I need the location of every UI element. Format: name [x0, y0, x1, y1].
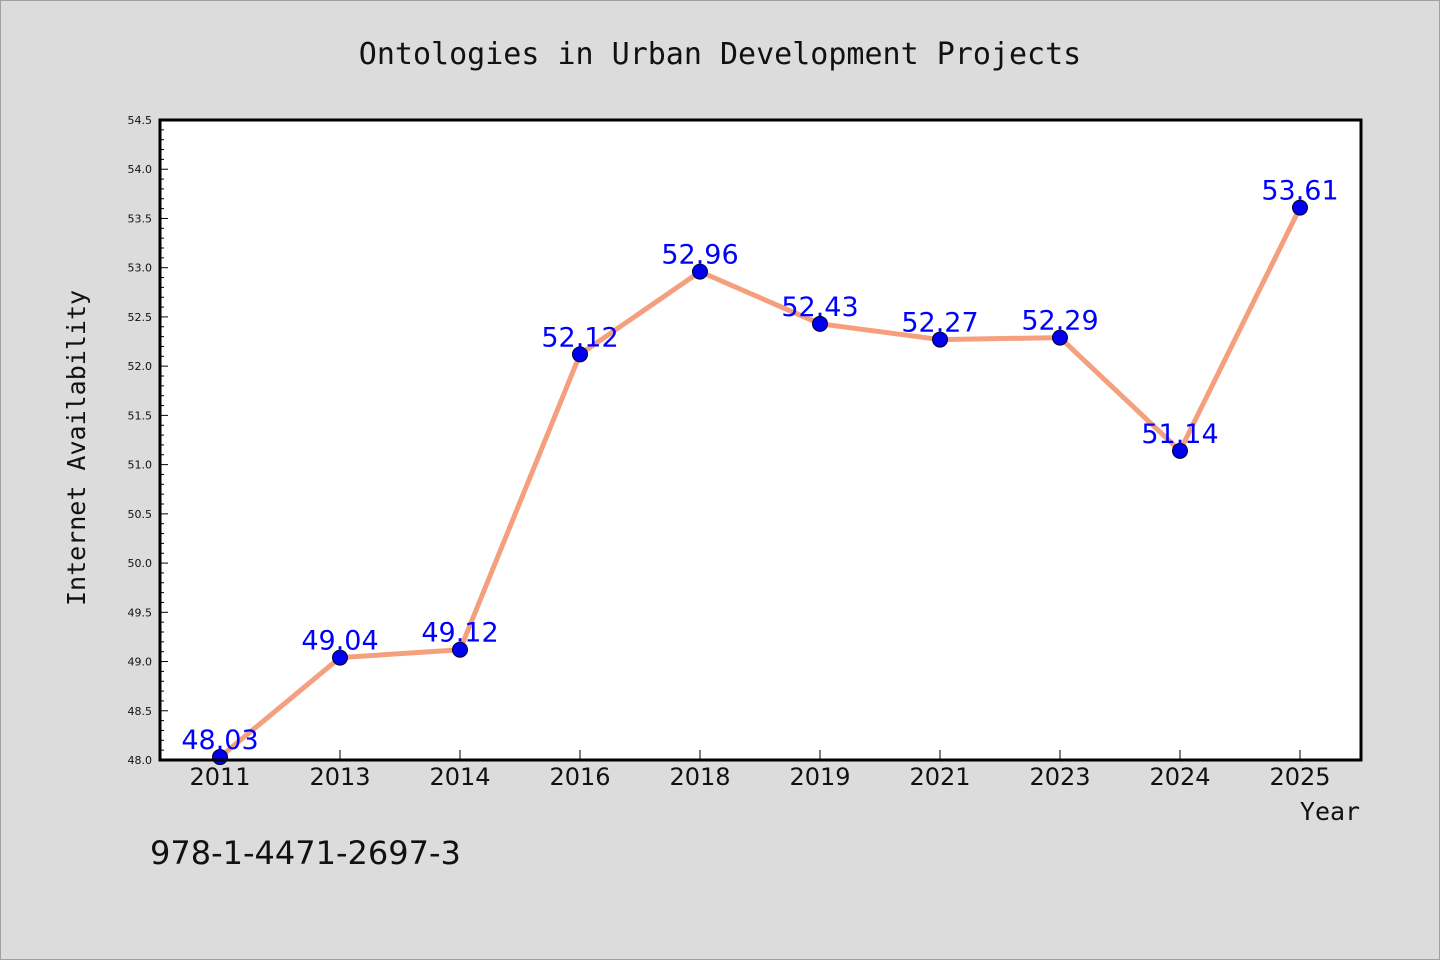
data-label: 52.29 — [1021, 306, 1098, 337]
y-tick-label: 49.0 — [128, 656, 153, 669]
y-axis-title: Internet Availability — [62, 290, 91, 606]
data-labels: 48.03 49.04 49.12 52.12 52.96 52.43 52.27 52.29… — [181, 176, 1338, 756]
x-tick-label: 2023 — [1029, 763, 1090, 791]
data-label: 52.43 — [781, 292, 858, 323]
data-point — [332, 649, 348, 666]
data-point — [1052, 329, 1068, 346]
data-point — [1172, 442, 1188, 459]
y-tick-label: 50.0 — [128, 557, 153, 570]
y-tick-label: 48.5 — [128, 705, 153, 718]
data-point — [932, 331, 948, 348]
x-tick-label: 2011 — [189, 763, 250, 791]
y-tick-label: 49.5 — [128, 606, 153, 619]
data-label: 49.04 — [301, 626, 378, 657]
data-point — [572, 346, 588, 363]
data-label: 52.27 — [901, 308, 978, 339]
x-axis-title: Year — [1300, 797, 1360, 826]
x-tick-label: 2014 — [429, 763, 490, 791]
data-point — [692, 263, 708, 280]
y-tick-label: 53.5 — [128, 212, 153, 225]
data-label: 49.12 — [421, 618, 498, 649]
data-label: 52.12 — [541, 322, 618, 353]
y-tick-label: 54.0 — [128, 163, 153, 176]
x-tick-label: 2025 — [1269, 763, 1330, 791]
x-tick-label: 2024 — [1149, 763, 1210, 791]
x-tick-label: 2018 — [669, 763, 730, 791]
x-tick-label: 2013 — [309, 763, 370, 791]
y-tick-label: 52.0 — [128, 360, 153, 373]
series-markers — [212, 199, 1308, 766]
data-label: 48.03 — [181, 725, 258, 756]
data-point — [1292, 199, 1308, 216]
chart-title: Ontologies in Urban Development Projects — [359, 37, 1081, 72]
x-tick-label: 2021 — [909, 763, 970, 791]
y-tick-label: 54.5 — [128, 114, 153, 127]
plot-area — [160, 120, 1361, 760]
x-axis-ticks: 2011 2013 2014 2016 2018 2019 2021 2023 2024 2025 — [189, 750, 1331, 791]
plot-border — [158, 118, 1363, 762]
y-tick-label: 50.5 — [128, 508, 153, 521]
isbn-text: 978-1-4471-2697-3 — [150, 834, 461, 872]
y-tick-label: 52.5 — [128, 311, 153, 324]
data-label: 52.96 — [661, 240, 738, 271]
series-line — [217, 205, 1303, 760]
x-tick-label: 2019 — [789, 763, 850, 791]
data-label: 53.61 — [1261, 176, 1338, 207]
y-tick-label: 48.0 — [128, 754, 153, 767]
data-label: 51.14 — [1141, 419, 1218, 450]
y-tick-label: 51.5 — [128, 409, 153, 422]
y-tick-label: 51.0 — [128, 459, 153, 472]
data-point — [452, 641, 468, 658]
data-point — [812, 315, 828, 332]
y-tick-label: 53.0 — [128, 262, 153, 275]
x-tick-label: 2016 — [549, 763, 610, 791]
